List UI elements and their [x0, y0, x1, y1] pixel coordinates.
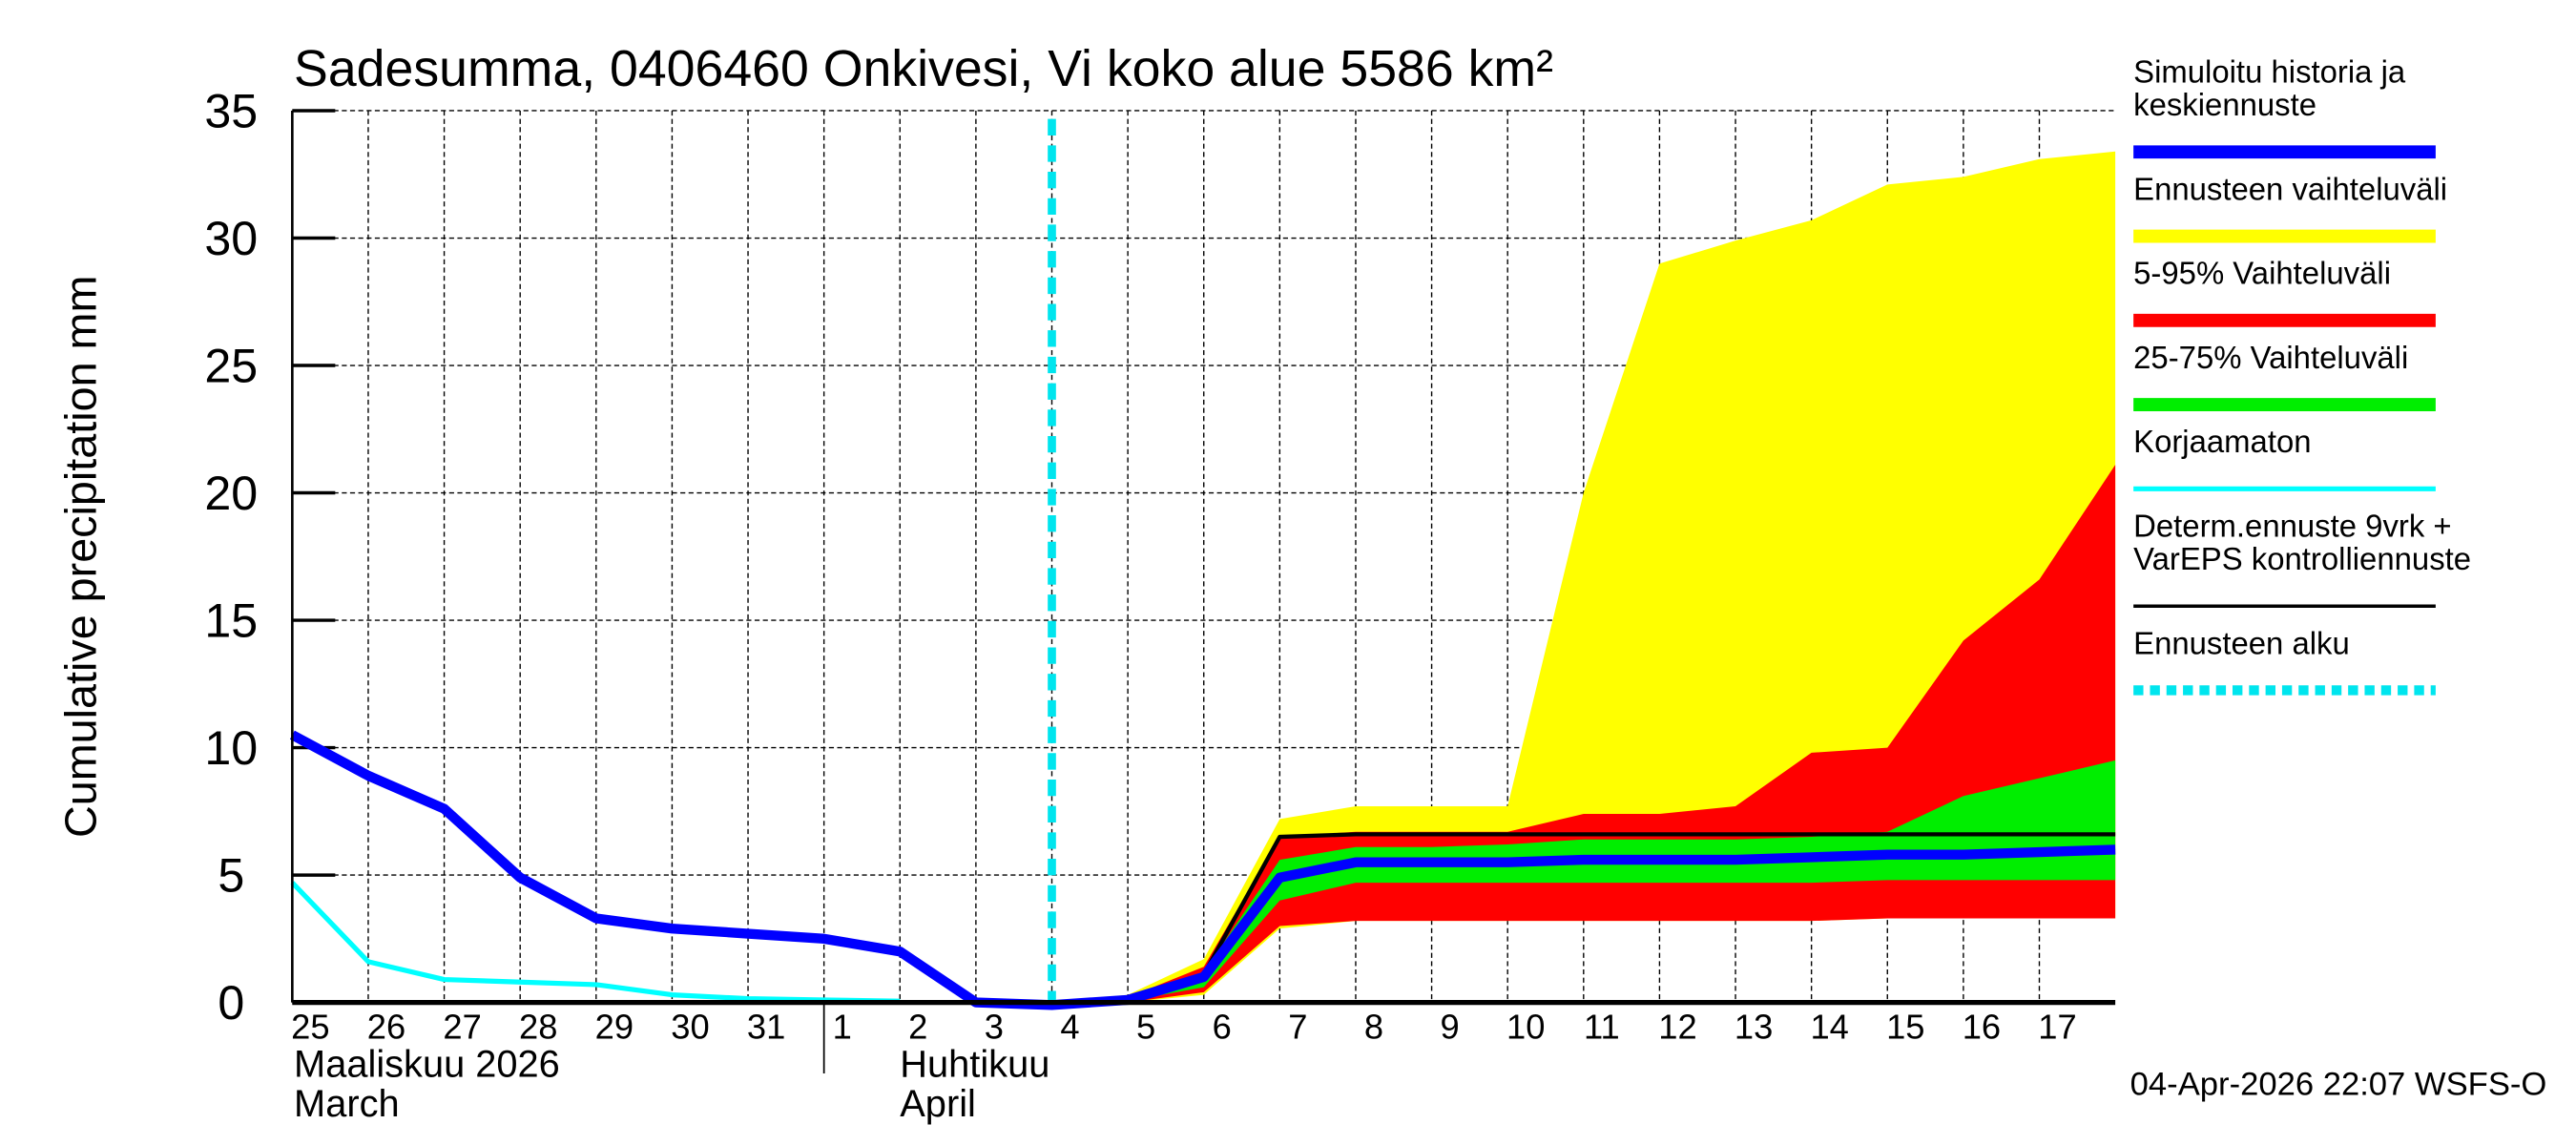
x-tick-label: 11: [1584, 1008, 1620, 1047]
legend-label: Korjaamaton: [2133, 424, 2311, 459]
timestamp-footer: 04-Apr-2026 22:07 WSFS-O: [2130, 1067, 2547, 1103]
x-tick-label: 28: [519, 1008, 557, 1047]
legend-label: 25-75% Vaihteluväli: [2133, 340, 2408, 375]
x-tick-label: 25: [291, 1008, 329, 1047]
x-tick-label: 27: [443, 1008, 481, 1047]
x-tick-label: 1: [833, 1008, 852, 1047]
x-tick-label: 3: [985, 1008, 1004, 1047]
y-tick-label: 20: [204, 467, 258, 520]
x-tick-label: 9: [1441, 1008, 1460, 1047]
x-tick-label: 6: [1213, 1008, 1232, 1047]
x-tick-label: 7: [1288, 1008, 1307, 1047]
y-tick-label: 15: [204, 593, 258, 647]
x-tick-label: 2: [908, 1008, 927, 1047]
x-tick-label: 15: [1886, 1008, 1924, 1047]
legend-label: Ennusteen vaihteluväli: [2133, 171, 2447, 206]
x-tick-label: 4: [1060, 1008, 1079, 1047]
x-tick-label: 30: [671, 1008, 709, 1047]
y-tick-label: 0: [218, 976, 244, 1030]
band-25-75-vaihteluv-li: [1051, 760, 2116, 1003]
x-tick-label: 31: [747, 1008, 785, 1047]
x-tick-label: 14: [1810, 1008, 1848, 1047]
x-tick-label: 8: [1364, 1008, 1383, 1047]
x-tick-label: 29: [595, 1008, 634, 1047]
month-label-en: April: [900, 1083, 976, 1125]
legend-label: 5-95% Vaihteluväli: [2133, 256, 2391, 291]
x-tick-label: 10: [1506, 1008, 1545, 1047]
legend-label: Simuloitu historia ja: [2133, 54, 2406, 90]
x-tick-label: 5: [1136, 1008, 1155, 1047]
x-tick-label: 26: [367, 1008, 405, 1047]
month-label-en: March: [294, 1083, 400, 1125]
x-tick-label: 13: [1735, 1008, 1773, 1047]
legend-label: VarEPS kontrolliennuste: [2133, 541, 2471, 576]
x-tick-label: 12: [1658, 1008, 1696, 1047]
legend-label: Determ.ennuste 9vrk +: [2133, 509, 2451, 544]
chart-title: Sadesumma, 0406460 Onkivesi, Vi koko alu…: [294, 40, 1553, 97]
x-tick-label: 16: [1963, 1008, 2001, 1047]
y-axis-label: Cumulative precipitation mm: [55, 276, 105, 838]
x-tick-label: 17: [2038, 1008, 2076, 1047]
y-tick-label: 25: [204, 339, 258, 392]
month-label-fi: Maaliskuu 2026: [294, 1043, 560, 1085]
y-tick-label: 35: [204, 84, 258, 137]
legend-label: Ennusteen alku: [2133, 625, 2350, 660]
month-label-fi: Huhtikuu: [900, 1043, 1049, 1085]
y-tick-label: 30: [204, 212, 258, 265]
legend-label: keskiennuste: [2133, 87, 2316, 122]
y-tick-label: 10: [204, 721, 258, 775]
y-tick-label: 5: [218, 848, 244, 902]
